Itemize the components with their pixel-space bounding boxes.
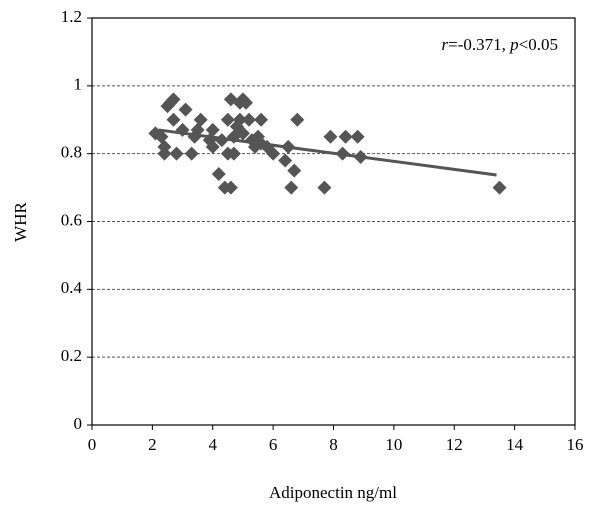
y-axis-label: WHR: [11, 202, 30, 242]
point: [317, 180, 332, 195]
point: [223, 180, 238, 195]
plot-frame: [91, 17, 576, 426]
x-tick-label: 0: [88, 435, 97, 454]
point: [254, 112, 269, 127]
point: [287, 163, 302, 178]
x-tick-label: 8: [329, 435, 338, 454]
x-tick-label: 2: [148, 435, 157, 454]
point: [323, 129, 338, 144]
x-axis-label: Adiponectin ng/ml: [269, 483, 397, 502]
x-tick-label: 6: [269, 435, 278, 454]
x-tick-label: 16: [567, 435, 584, 454]
x-tick-label: 4: [209, 435, 218, 454]
annotation-part: =-0.371,: [448, 35, 510, 54]
y-tick-label: 0.8: [61, 143, 82, 162]
y-tick-label: 0.6: [61, 210, 82, 229]
point: [284, 180, 299, 195]
x-tick-label: 14: [506, 435, 524, 454]
point: [350, 129, 365, 144]
annotation-part: r: [442, 35, 449, 54]
point: [238, 95, 253, 110]
x-tick-label: 10: [385, 435, 402, 454]
point: [278, 153, 293, 168]
y-tick-label: 1: [74, 75, 83, 94]
point: [169, 146, 184, 161]
point: [211, 167, 226, 182]
y-tick-label: 0.4: [61, 278, 83, 297]
y-tick-label: 1.2: [61, 7, 82, 26]
point: [166, 92, 181, 107]
point: [338, 129, 353, 144]
point: [193, 112, 208, 127]
point: [154, 129, 169, 144]
point: [241, 112, 256, 127]
point: [166, 112, 181, 127]
y-tick-label: 0.2: [61, 346, 82, 365]
point: [184, 146, 199, 161]
x-tick-label: 12: [446, 435, 463, 454]
point: [226, 146, 241, 161]
point: [157, 146, 172, 161]
point: [266, 146, 281, 161]
point: [205, 122, 220, 137]
point: [235, 126, 250, 141]
point: [178, 102, 193, 117]
point: [492, 180, 507, 195]
trend-line: [158, 128, 497, 177]
point: [205, 139, 220, 154]
point: [232, 112, 247, 127]
y-tick-label: 0: [74, 414, 83, 433]
annotation-part: p: [509, 35, 519, 54]
annotation-part: <0.05: [519, 35, 558, 54]
point: [220, 112, 235, 127]
point: [290, 112, 305, 127]
annotation: r=-0.371, p<0.05: [442, 35, 558, 54]
